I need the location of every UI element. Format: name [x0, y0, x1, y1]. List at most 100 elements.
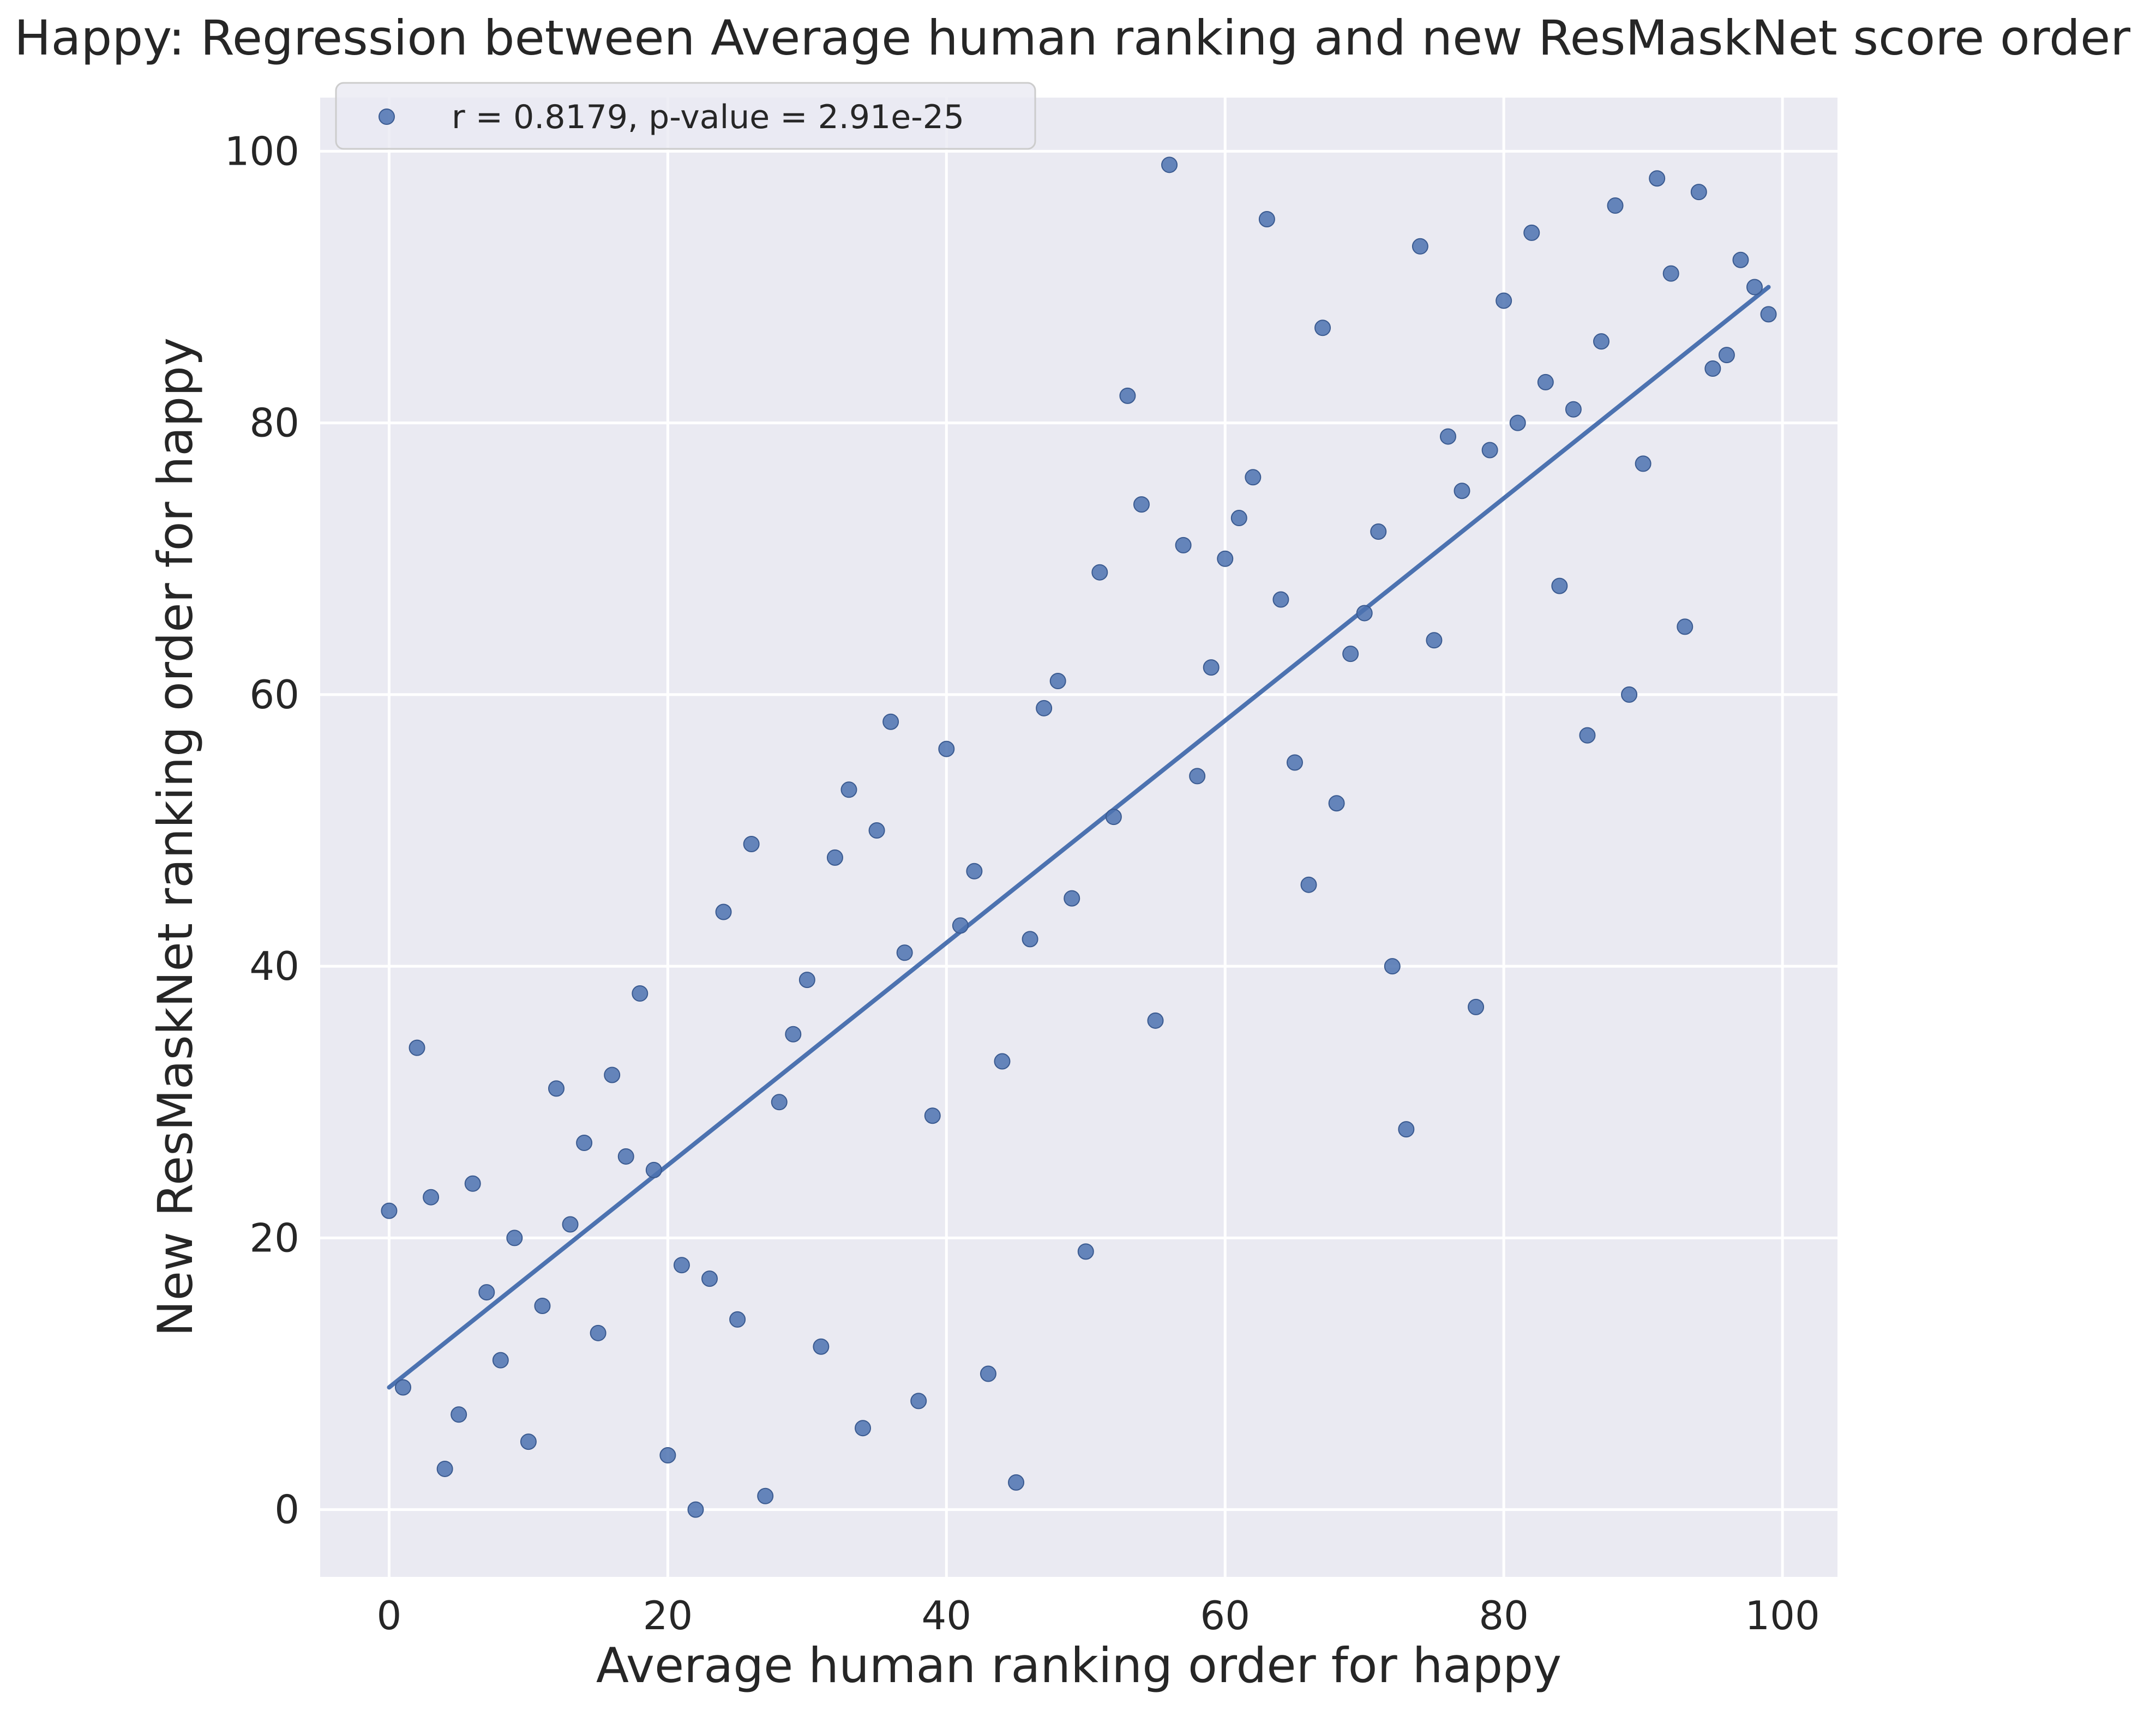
- data-point: [980, 1365, 996, 1382]
- data-point: [464, 1175, 481, 1192]
- data-point: [743, 835, 760, 852]
- data-point: [1496, 292, 1512, 309]
- data-point: [1036, 700, 1053, 716]
- data-point: [1690, 184, 1707, 201]
- data-point: [673, 1257, 690, 1274]
- data-point: [395, 1379, 412, 1396]
- data-point: [1412, 238, 1428, 255]
- data-point: [409, 1039, 425, 1056]
- data-point: [1662, 265, 1679, 282]
- data-point: [687, 1501, 704, 1518]
- x-tick-label: 100: [1745, 1593, 1819, 1638]
- data-point: [1328, 795, 1345, 812]
- data-point: [1064, 890, 1080, 907]
- x-tick-label: 20: [643, 1593, 693, 1638]
- regression-line-group: [387, 285, 1771, 1390]
- data-point: [1105, 809, 1122, 826]
- y-tick-label: 0: [274, 1487, 299, 1533]
- legend: r = 0.8179, p-value = 2.91e-25: [335, 82, 1036, 150]
- data-point: [1649, 170, 1666, 187]
- data-point: [576, 1135, 593, 1152]
- x-tick-label: 60: [1200, 1593, 1250, 1638]
- data-point: [1677, 618, 1693, 635]
- data-point: [1356, 605, 1373, 622]
- data-point: [896, 944, 913, 961]
- data-point: [1091, 564, 1108, 581]
- y-tick-label: 100: [225, 128, 299, 174]
- data-point: [1175, 537, 1192, 553]
- data-point: [840, 781, 857, 798]
- data-point: [548, 1080, 565, 1097]
- data-point: [924, 1107, 941, 1124]
- data-point: [1008, 1474, 1025, 1491]
- data-point: [1426, 632, 1443, 649]
- data-point: [729, 1311, 746, 1328]
- data-point: [1370, 523, 1387, 540]
- data-point: [436, 1460, 453, 1477]
- data-point: [1314, 320, 1331, 336]
- data-point: [798, 972, 815, 989]
- data-point: [1621, 686, 1638, 703]
- x-tick-label: 40: [921, 1593, 971, 1638]
- data-point: [1732, 251, 1749, 268]
- data-point: [381, 1202, 398, 1219]
- data-point: [1607, 197, 1624, 214]
- data-point: [1509, 414, 1526, 431]
- y-tick-label: 60: [249, 672, 299, 718]
- data-point: [1537, 373, 1554, 390]
- y-axis-label: New ResMaskNet ranking order for happy: [147, 338, 203, 1336]
- data-point: [1398, 1121, 1415, 1138]
- data-point: [534, 1297, 551, 1314]
- data-point: [1272, 591, 1289, 608]
- y-tick-label: 80: [249, 400, 299, 446]
- data-point: [855, 1420, 872, 1437]
- data-point: [1189, 768, 1206, 785]
- data-point: [966, 863, 983, 879]
- data-point: [451, 1406, 467, 1423]
- data-point: [659, 1447, 676, 1464]
- data-point: [1551, 577, 1568, 594]
- data-point: [813, 1338, 830, 1355]
- data-point: [938, 740, 955, 757]
- data-point: [1384, 958, 1401, 975]
- data-point: [1077, 1243, 1094, 1260]
- data-point: [604, 1067, 621, 1083]
- data-points: [381, 156, 1777, 1518]
- data-point: [632, 985, 648, 1002]
- x-tick-label: 0: [377, 1593, 402, 1638]
- data-point: [1286, 754, 1303, 771]
- data-point: [1760, 306, 1777, 323]
- regression-line: [387, 285, 1771, 1390]
- data-point: [1565, 401, 1582, 418]
- chart-title: Happy: Regression between Average human …: [14, 10, 2131, 66]
- legend-box: [335, 82, 1036, 150]
- data-point: [1579, 727, 1596, 744]
- data-point: [617, 1148, 634, 1165]
- data-point: [1147, 1012, 1164, 1029]
- data-point: [645, 1161, 662, 1178]
- x-tick-labels: 0 20 40 60 80 100: [377, 1593, 1820, 1638]
- data-point: [785, 1026, 802, 1043]
- data-point: [1133, 496, 1150, 513]
- data-point: [910, 1393, 927, 1409]
- data-point: [1342, 646, 1359, 662]
- data-point: [1161, 156, 1178, 173]
- data-point: [520, 1433, 537, 1450]
- data-point: [423, 1189, 440, 1206]
- data-point: [1523, 224, 1540, 241]
- data-point: [1635, 455, 1651, 472]
- data-point: [562, 1216, 579, 1233]
- data-point: [1300, 876, 1317, 893]
- data-point: [715, 903, 732, 920]
- data-point: [1454, 483, 1470, 499]
- data-point: [826, 849, 843, 866]
- x-tick-label: 80: [1479, 1593, 1529, 1638]
- legend-marker: [379, 109, 395, 125]
- data-point: [868, 822, 885, 839]
- data-point: [1230, 510, 1247, 527]
- data-point: [1203, 659, 1220, 676]
- legend-label: r = 0.8179, p-value = 2.91e-25: [452, 98, 964, 136]
- data-point: [1593, 333, 1610, 350]
- data-point: [757, 1487, 774, 1504]
